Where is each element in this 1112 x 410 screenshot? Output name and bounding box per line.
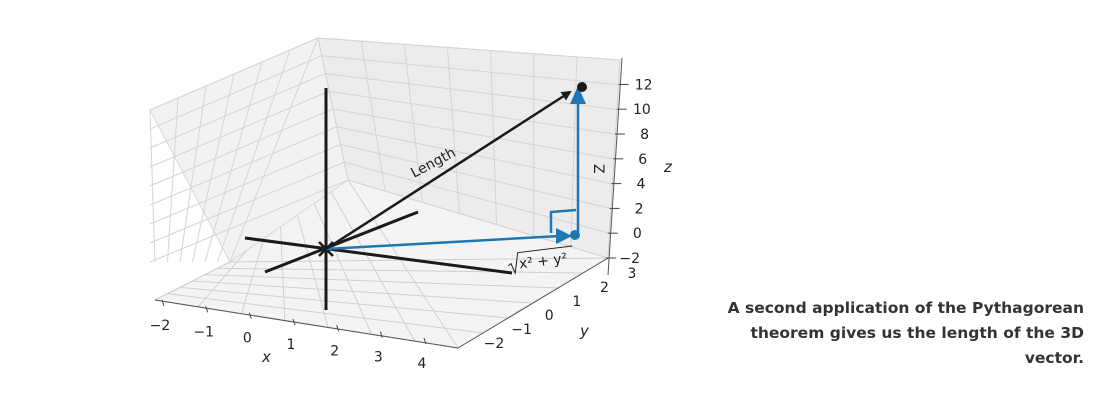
- z-tick-label: 2: [635, 201, 644, 217]
- z-tick-label: 12: [635, 77, 653, 93]
- y-tick-label: −2: [484, 336, 505, 352]
- wall-grid-line: [347, 179, 609, 259]
- x-tick-mark: [292, 318, 296, 326]
- wall-grid-line: [321, 55, 619, 86]
- origin-axis-x: [244, 236, 513, 275]
- y-axis-label: y: [579, 322, 590, 340]
- wall-grid-line: [344, 161, 610, 234]
- sqrt-label: x² + y²: [507, 245, 573, 275]
- z-leg-arrowhead: [570, 86, 586, 104]
- y-axis-line: [457, 257, 609, 349]
- z-tick-label: −2: [619, 251, 640, 267]
- x-tick-label: 4: [418, 356, 427, 372]
- x-tick-label: −2: [150, 318, 171, 334]
- wall-grid-line: [336, 126, 613, 185]
- z-tick-label: 10: [633, 102, 651, 118]
- floor-grid-line: [192, 280, 534, 304]
- wall-grid-line: [149, 108, 334, 187]
- wall-grid-line: [325, 73, 618, 110]
- z-tick-labels: −2 0 2 4 6 8 10 12: [606, 77, 653, 267]
- wall-grid-line: [149, 90, 330, 168]
- z-axis-label: z: [663, 158, 673, 176]
- floor-grid-line: [330, 191, 416, 342]
- floor-grid-line: [347, 179, 459, 349]
- wall-grid-line: [149, 37, 319, 111]
- wall-grid-line: [332, 108, 615, 160]
- wall-grid-line: [149, 109, 156, 263]
- x-tick-label: −1: [193, 324, 214, 340]
- floor-grid-line: [217, 267, 584, 274]
- y-tick-label: 1: [572, 294, 581, 310]
- wall-grid-line: [340, 144, 612, 209]
- wall-grid-line: [149, 144, 341, 225]
- wall-grid-line: [329, 90, 616, 135]
- floor-grid-line: [296, 215, 329, 328]
- wall-grid-line: [317, 37, 621, 61]
- y-tick-label: 2: [600, 280, 609, 296]
- x-tick-labels: −2 −1 0 1 2 3 4: [150, 299, 427, 372]
- x-axis-label: x: [261, 348, 271, 366]
- origin-axis-y: [264, 210, 419, 274]
- y-tick-label: −1: [511, 322, 532, 338]
- z-tick-label: 8: [640, 127, 649, 143]
- wall-grid-line: [179, 85, 207, 263]
- right-angle-marker: [549, 208, 577, 233]
- x-axis-line: [154, 299, 459, 349]
- xy-point: [570, 230, 580, 240]
- x-tick-label: 3: [374, 350, 383, 366]
- y-tick-label: 3: [628, 266, 637, 282]
- z-leg-label: Z: [590, 164, 606, 174]
- x-tick-label: 1: [287, 337, 296, 353]
- wall-grid-line: [229, 37, 319, 263]
- wall-grid-line: [149, 126, 337, 206]
- wall-grid-line: [217, 49, 291, 263]
- wall-grid-line: [192, 73, 235, 263]
- x-tick-label: 2: [330, 343, 339, 359]
- x-tick-mark: [161, 299, 165, 307]
- y-tick-labels: −2 −1 0 1 2 3: [484, 266, 637, 352]
- y-tick-label: 0: [545, 308, 554, 324]
- wall-grid-line: [149, 179, 349, 263]
- sqrt-expression: x² + y²: [518, 251, 568, 273]
- sqrt-sign: [507, 245, 573, 275]
- floor-grid-line: [167, 293, 484, 334]
- wall-grid-line: [149, 55, 322, 130]
- figure-caption: A second application of the Pythagorean …: [727, 299, 1084, 367]
- z-tick-label: 6: [638, 152, 647, 168]
- wall-grid-line: [149, 73, 326, 149]
- wall-grid-line: [204, 61, 263, 263]
- floor-grid-line: [179, 286, 509, 319]
- x-tick-mark: [248, 312, 252, 319]
- x-tick-mark: [336, 325, 340, 332]
- endpoint: [577, 82, 587, 92]
- length-vector: [325, 90, 572, 251]
- z-axis-line: [607, 57, 623, 276]
- xy-projection-vector: [325, 234, 561, 251]
- floor-grid-line: [197, 249, 248, 308]
- x-tick-label: 0: [243, 331, 252, 347]
- floor-grid-line: [204, 274, 559, 289]
- floor-grid-line: [313, 203, 372, 335]
- z-tick-label: 0: [633, 226, 642, 242]
- x-tick-mark: [423, 337, 427, 345]
- grid-lines: [149, 37, 621, 349]
- wall-grid-line: [149, 161, 345, 244]
- x-tick-mark: [205, 306, 209, 313]
- x-tick-mark: [379, 331, 383, 338]
- z-tick-label: 4: [636, 177, 645, 193]
- xy-projection-arrowhead: [556, 228, 572, 244]
